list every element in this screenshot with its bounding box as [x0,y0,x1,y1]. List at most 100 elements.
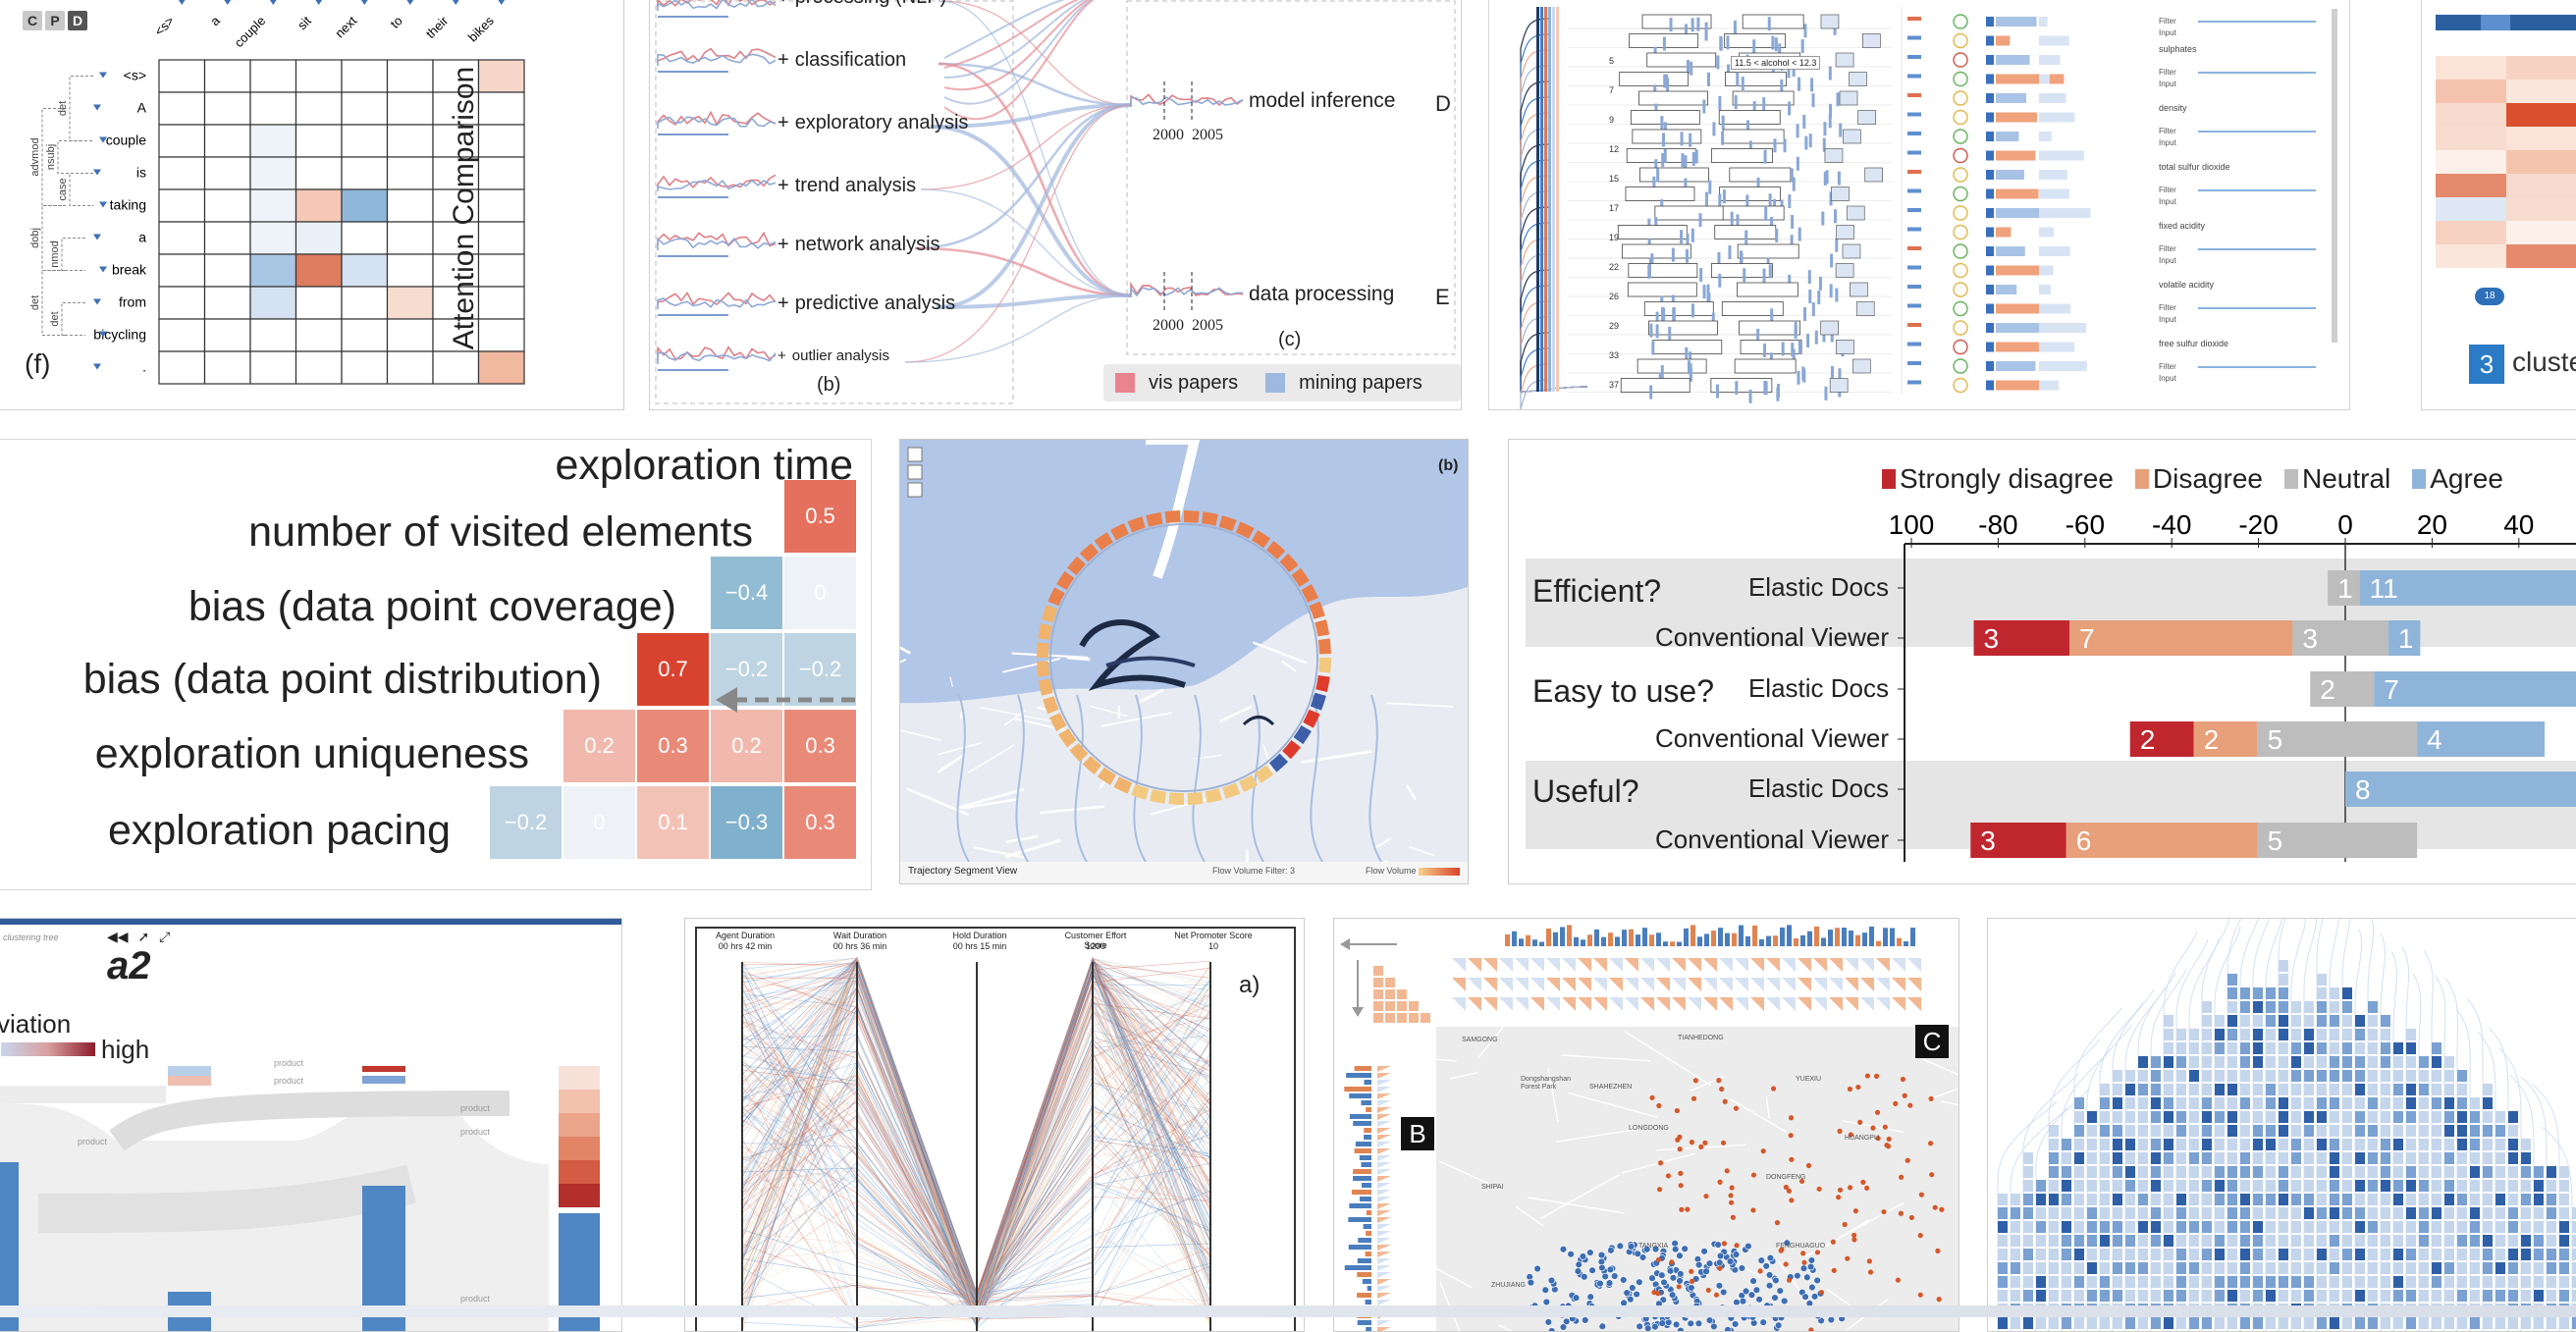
top-histogram-bar [1910,928,1915,946]
place-label: TANGXIA [1638,1243,1668,1251]
histogram-bin [1768,17,1771,30]
filter-label: Filter [2159,127,2176,135]
range-slider[interactable] [2198,307,2316,309]
flow-filter-label[interactable]: Flow Volume Filter: 3 [1212,866,1295,876]
data-point [1717,1266,1722,1271]
stack-segment [2559,1249,2569,1260]
stack-segment [2125,1194,2135,1205]
range-slider[interactable] [2198,366,2316,368]
stack-segment [2496,1317,2505,1329]
matrix-glyph [1845,997,1858,1011]
stack-segment [2368,1262,2378,1274]
range-slider[interactable] [2198,72,2316,74]
stack-segment [2189,1029,2199,1040]
histogram-bin [1762,97,1765,111]
segment-count: 1 [2398,623,2414,654]
stack-segment [2125,1180,2135,1192]
rule-bar [1996,246,2025,256]
stack-segment [2470,1276,2480,1288]
stack-segment [2100,1249,2110,1260]
stack-segment [2291,1001,2301,1013]
range-slider[interactable] [2198,248,2316,250]
dependency-arc [62,239,85,271]
attention-cell [388,254,434,287]
trajectory-map [900,440,1468,883]
data-point [1602,1273,1609,1280]
stack-segment [2291,1249,2301,1260]
cluster-badge[interactable]: 18 [2475,288,2504,305]
range-slider[interactable] [2198,21,2316,23]
stack-segment [2036,1317,2046,1329]
data-point [1722,1241,1727,1246]
stack-segment [2355,1125,2365,1137]
matrix-glyph [1609,997,1623,1011]
row-token: a [138,230,146,245]
matrix-glyph [1829,978,1843,991]
stack-segment [2087,1276,2097,1288]
data-point [1690,1279,1694,1284]
rule-status-icon [1954,149,1967,163]
stack-segment [2317,1029,2327,1040]
stack-segment [2508,1221,2518,1233]
stack-segment [2368,1139,2378,1150]
range-slider[interactable] [2198,189,2316,191]
histogram-bin [1773,138,1776,152]
matrix-glyph [1688,958,1701,972]
stack-segment [2496,1249,2505,1260]
feature-range [1837,226,1854,240]
stack-segment [2317,1262,2327,1274]
metric-label: exploration uniqueness [95,730,529,778]
range-slider[interactable] [2198,131,2316,133]
stack-segment [2240,1097,2250,1109]
stack-segment [2125,1152,2135,1164]
rule-score-marker [1907,151,1921,155]
stack-segment [2138,1317,2148,1329]
matrix-glyph [1735,997,1748,1011]
rule-score-marker [1907,246,1921,250]
stack-segment [2227,1276,2237,1288]
left-histogram-bar [1346,1073,1371,1078]
data-point [1808,1284,1815,1291]
matrix-glyph [1377,1210,1391,1216]
stack-segment [2393,1166,2403,1178]
stack-segment [2100,1166,2110,1178]
stack-segment [2266,1180,2276,1192]
stack-segment [2087,1290,2097,1302]
matrix-glyph [1578,997,1591,1011]
token-marker [406,0,414,5]
stack-segment [2547,1207,2556,1219]
stack-segment [2227,1070,2237,1082]
data-point [1772,1277,1779,1284]
stack-segment [2393,1276,2403,1288]
top-histogram-bar [1862,932,1867,946]
stack-segment [2559,1180,2569,1192]
data-point [1751,1172,1756,1177]
stack-segment [2049,1235,2059,1247]
stack-segment [2470,1290,2480,1302]
filter-group-title: free sulfur dioxide [2159,339,2228,348]
matrix-glyph [1640,958,1654,972]
top-histogram-bar [1608,932,1613,946]
histogram-bin [1689,133,1691,147]
histogram-bin [1798,228,1801,241]
stack-segment [2496,1262,2505,1274]
data-point [1903,1093,1907,1098]
stack-segment [2279,1111,2288,1123]
matrix-glyph [1421,1013,1430,1023]
stack-segment [2483,1235,2493,1247]
stack-segment [2304,1084,2314,1095]
stack-segment [2381,1029,2390,1040]
stack-segment [2304,1070,2314,1082]
attention-cell [296,222,343,254]
data-point [1852,1237,1856,1242]
rule-depth-band [1544,7,1547,392]
histogram-bin [1812,302,1815,316]
top-histogram-bar [1615,936,1620,946]
stack-segment [2304,1152,2314,1164]
top-histogram-bar [1711,931,1716,946]
stack-segment [2164,1290,2174,1302]
stack-segment [2164,1070,2174,1082]
stack-segment [2572,1262,2576,1274]
